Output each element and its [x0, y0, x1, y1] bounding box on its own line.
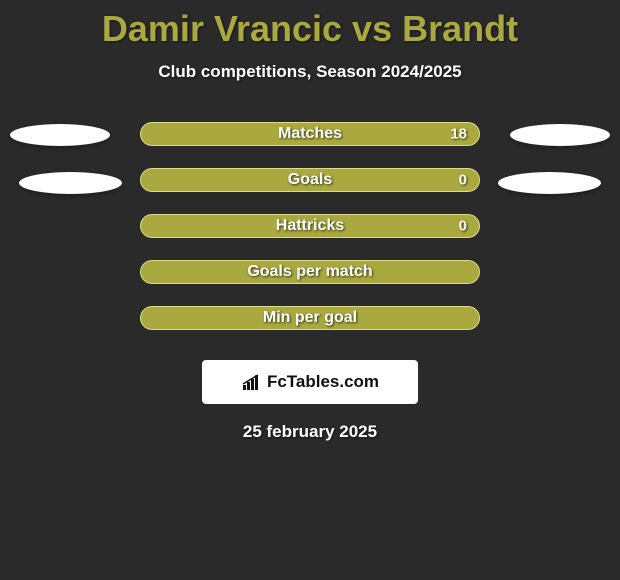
fctables-logo-box[interactable]: FcTables.com — [202, 360, 418, 404]
stat-bar: Goals per match — [140, 260, 480, 284]
stat-row-goals-per-match: Goals per match — [0, 260, 620, 306]
stat-label: Matches — [278, 125, 342, 143]
player2-ellipse-icon — [498, 172, 601, 194]
main-container: Damir Vrancic vs Brandt Club competition… — [0, 0, 620, 442]
stat-row-hattricks: Hattricks 0 — [0, 214, 620, 260]
stat-label: Goals — [288, 171, 332, 189]
player2-ellipse-icon — [510, 124, 610, 146]
stat-row-goals: Goals 0 — [0, 168, 620, 214]
player1-ellipse-icon — [19, 172, 122, 194]
bar-chart-icon — [241, 373, 263, 391]
logo-text: FcTables.com — [267, 372, 379, 392]
logo-content: FcTables.com — [241, 372, 379, 392]
stat-value: 0 — [459, 172, 467, 189]
stats-area: Matches 18 Goals 0 Hattricks 0 Goals per… — [0, 122, 620, 352]
report-date: 25 february 2025 — [0, 422, 620, 442]
stat-value: 0 — [459, 218, 467, 235]
stat-row-matches: Matches 18 — [0, 122, 620, 168]
stat-bar: Matches 18 — [140, 122, 480, 146]
stat-row-min-per-goal: Min per goal — [0, 306, 620, 352]
stat-label: Min per goal — [263, 309, 357, 327]
stat-bar: Goals 0 — [140, 168, 480, 192]
player1-ellipse-icon — [10, 124, 110, 146]
stat-label: Hattricks — [276, 217, 344, 235]
stat-bar: Min per goal — [140, 306, 480, 330]
season-subtitle: Club competitions, Season 2024/2025 — [0, 62, 620, 82]
stat-value: 18 — [450, 126, 467, 143]
stat-bar: Hattricks 0 — [140, 214, 480, 238]
comparison-title: Damir Vrancic vs Brandt — [0, 8, 620, 50]
stat-label: Goals per match — [247, 263, 372, 281]
